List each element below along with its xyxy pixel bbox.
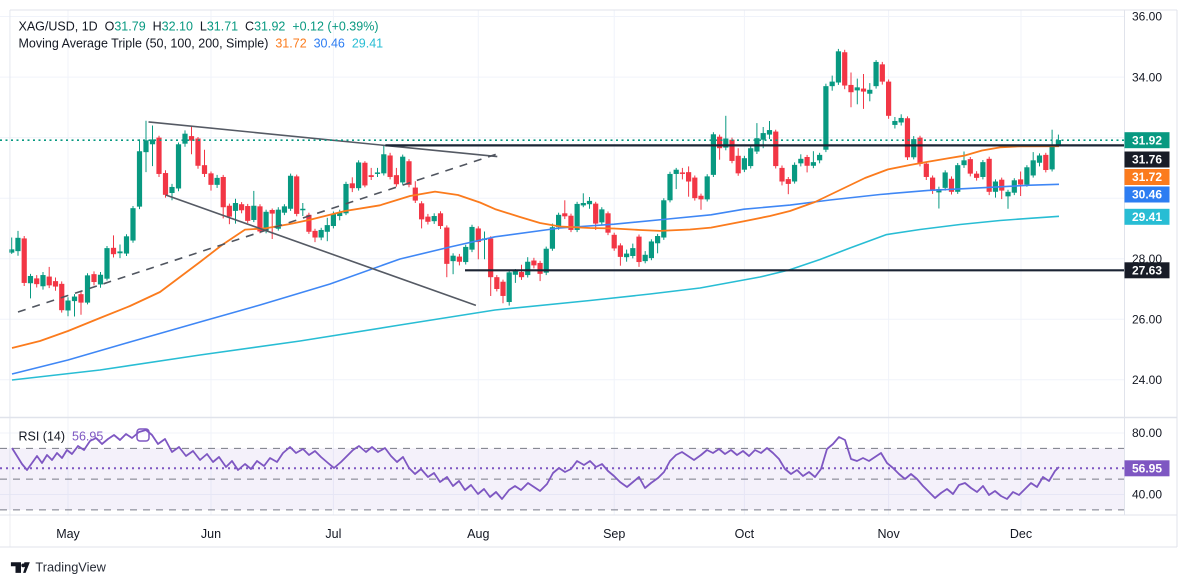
svg-text:36.00: 36.00 [1132,10,1162,24]
svg-text:26.00: 26.00 [1132,313,1162,327]
svg-text:Dec: Dec [1010,527,1032,541]
svg-text:TradingView: TradingView [35,560,106,575]
svg-text:Jul: Jul [325,527,341,541]
svg-text:XAG/USD, 1D O31.79 H32.10 L: XAG/USD, 1D O31.79 H32.10 L31.71 C31.92 … [19,20,379,34]
svg-text:30.46: 30.46 [1132,188,1162,202]
svg-text:31.72: 31.72 [1132,170,1162,184]
svg-text:29.41: 29.41 [1132,210,1162,224]
svg-text:May: May [56,527,80,541]
svg-text:Jun: Jun [201,527,221,541]
svg-text:27.63: 27.63 [1132,264,1162,278]
svg-text:RSI (14) 56.95: RSI (14) 56.95 [19,430,104,444]
svg-text:Moving Average Triple (50, 100: Moving Average Triple (50, 100, 200, Sim… [19,37,384,51]
svg-text:34.00: 34.00 [1132,70,1162,84]
svg-text:Sep: Sep [603,527,625,541]
svg-text:Aug: Aug [467,527,489,541]
svg-text:80.00: 80.00 [1132,426,1162,440]
svg-text:24.00: 24.00 [1132,373,1162,387]
svg-text:Nov: Nov [877,527,900,541]
svg-text:31.76: 31.76 [1132,153,1162,167]
svg-text:31.92: 31.92 [1132,133,1162,147]
svg-text:56.95: 56.95 [1132,462,1162,476]
svg-text:40.00: 40.00 [1132,488,1162,502]
svg-text:Oct: Oct [735,527,755,541]
